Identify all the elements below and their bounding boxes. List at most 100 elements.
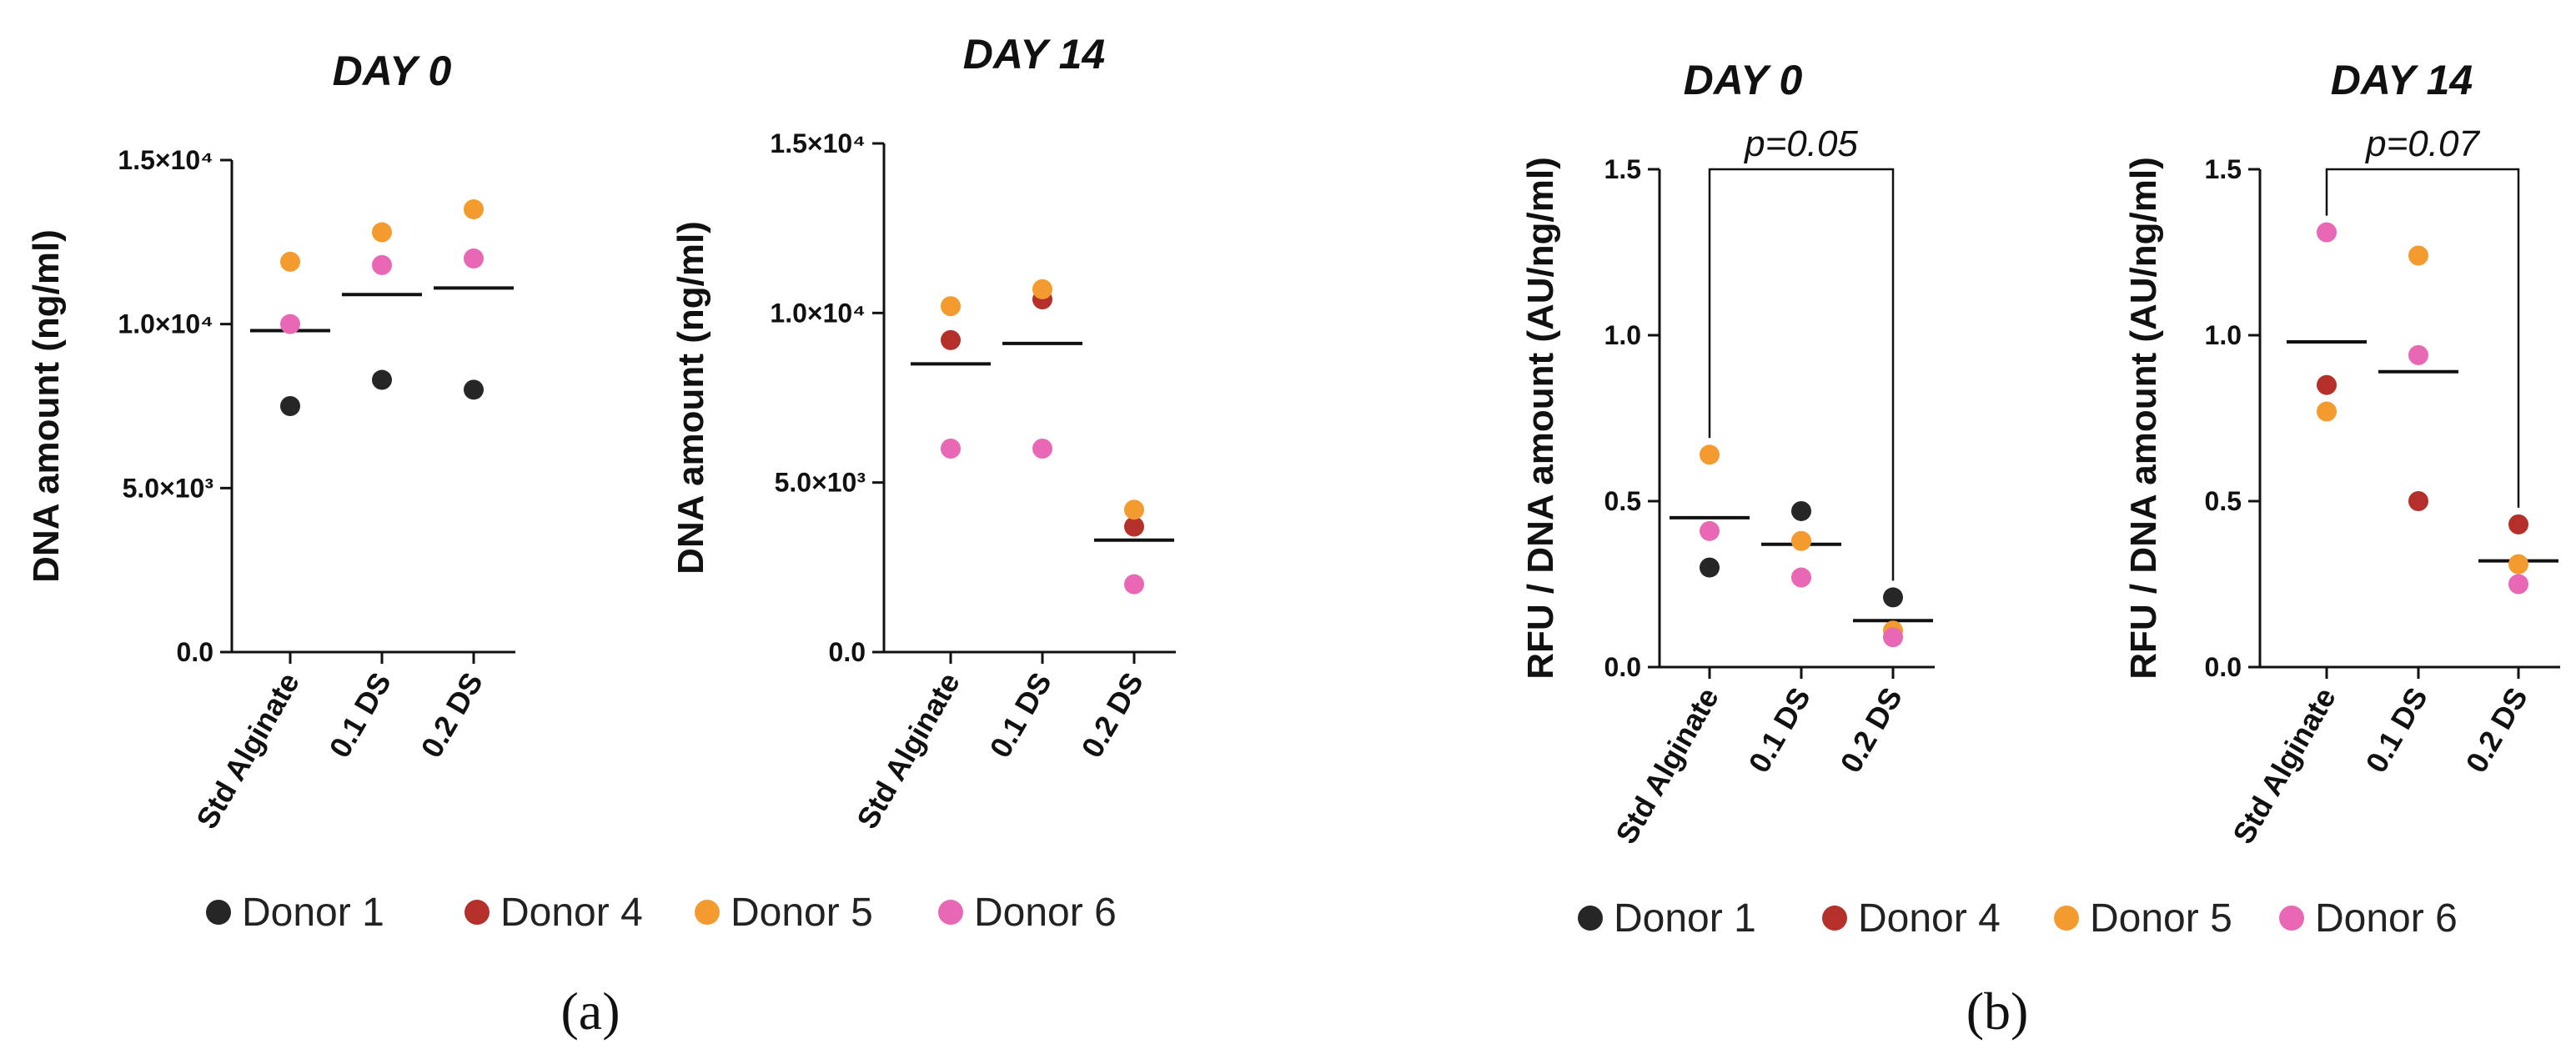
y-axis-label: RFU / DNA amount (AU/ng/ml) (1520, 157, 1561, 680)
chart-title: DAY 0 (1684, 57, 1803, 103)
legend-label: Donor 6 (2315, 896, 2458, 941)
legend-label: Donor 4 (1858, 896, 2001, 941)
x-tick-label: Std Alginate (1609, 682, 1725, 850)
chart-title: DAY 0 (333, 48, 452, 94)
significance-bracket (1708, 168, 1895, 581)
x-tick-label: 0.2 DS (414, 667, 490, 764)
y-tick-label: 1.0×10⁴ (770, 298, 866, 328)
data-point (1791, 530, 1811, 551)
significance-bracket (2325, 168, 2520, 508)
data-point (941, 296, 961, 317)
charts-layer: DAY 0 DNA amount (ng/ml) 0.0 5.0×10³ 1.0×10⁴… (26, 31, 2560, 850)
data-point (1791, 567, 1811, 588)
legend-label: Donor 4 (500, 891, 643, 935)
data-point (280, 314, 300, 334)
data-point (1032, 279, 1052, 299)
x-tick-label: 0.2 DS (2458, 682, 2534, 779)
x-tick-label: 0.1 DS (322, 667, 398, 764)
data-point (1032, 439, 1052, 459)
chart-1: DAY 14 DNA amount (ng/ml) 0.0 5.0×10³ 1.0×10… (670, 31, 1176, 835)
panel-label-a: (a) (560, 981, 620, 1041)
legend-item: Donor 4 (1822, 896, 2001, 941)
data-point (2508, 574, 2528, 595)
data-point (464, 248, 484, 269)
data-point (2508, 554, 2528, 575)
legend-item: Donor 1 (1578, 896, 1756, 941)
y-tick-label: 5.0×10³ (775, 468, 866, 498)
data-point (2317, 374, 2337, 395)
data-point (1700, 557, 1720, 578)
legend-marker (2279, 906, 2304, 931)
chart-2: DAY 0 RFU / DNA amount (AU/ng/ml) 0.0 0.5 1.… (1520, 57, 1935, 850)
y-axis-label: RFU / DNA amount (AU/ng/ml) (2123, 157, 2164, 680)
data-point (1700, 444, 1720, 465)
data-point (941, 439, 961, 459)
legend-marker (206, 900, 231, 925)
data-point (2317, 401, 2337, 422)
x-tick-label: Std Alginate (850, 667, 967, 835)
y-tick-label: 1.0×10⁴ (118, 309, 213, 339)
y-tick-label: 5.0×10³ (123, 473, 213, 503)
panel-label-b: (b) (1966, 981, 2029, 1041)
data-point (280, 251, 300, 272)
y-tick-label: 1.0 (2205, 320, 2242, 350)
x-tick-label: 0.1 DS (1741, 682, 1817, 779)
data-point (464, 199, 484, 219)
data-point (372, 254, 392, 275)
legend-marker (695, 900, 720, 925)
legend-label: Donor 5 (731, 891, 873, 935)
p-value-label: p=0.07 (2364, 123, 2480, 164)
data-point (1124, 574, 1144, 595)
chart-title: DAY 14 (963, 31, 1105, 78)
x-tick-label: 0.2 DS (1833, 682, 1909, 779)
x-tick-label: 0.2 DS (1074, 667, 1150, 764)
p-value-label: p=0.05 (1743, 123, 1858, 164)
legend-marker (2054, 906, 2079, 931)
legend-marker (1822, 906, 1847, 931)
data-point (2408, 245, 2428, 266)
legend-marker (938, 900, 963, 925)
y-tick-label: 1.5 (1604, 154, 1641, 184)
chart-title: DAY 14 (2331, 57, 2473, 103)
y-tick-label: 1.5×10⁴ (770, 128, 866, 158)
chart-0: DAY 0 DNA amount (ng/ml) 0.0 5.0×10³ 1.0×10⁴… (26, 48, 515, 835)
y-tick-label: 0.5 (2205, 486, 2242, 516)
legend-0: Donor 1 Donor 4 Donor 5 Donor 6 (206, 891, 1117, 935)
data-point (372, 222, 392, 243)
data-point (2408, 344, 2428, 365)
data-point (2408, 491, 2428, 511)
data-point (280, 396, 300, 416)
y-tick-label: 1.5×10⁴ (118, 145, 213, 175)
y-tick-label: 1.0 (1604, 320, 1641, 350)
legend-marker (464, 900, 490, 925)
legends-layer: Donor 1 Donor 4 Donor 5 Donor 6 Donor 1 Donor… (206, 891, 2458, 941)
data-point (464, 379, 484, 400)
y-axis-label: DNA amount (ng/ml) (670, 221, 711, 575)
data-point (1124, 499, 1144, 520)
y-axis-label: DNA amount (ng/ml) (26, 229, 67, 583)
y-tick-label: 0.0 (829, 637, 866, 667)
data-point (2508, 514, 2528, 535)
legend-item: Donor 6 (938, 891, 1117, 935)
y-tick-label: 0.0 (177, 637, 213, 667)
y-tick-label: 0.5 (1604, 486, 1641, 516)
legend-label: Donor 5 (2090, 896, 2232, 941)
legend-label: Donor 1 (1614, 896, 1756, 941)
x-tick-label: Std Alginate (2226, 682, 2343, 850)
legend-marker (1578, 906, 1603, 931)
chart-3: DAY 14 RFU / DNA amount (AU/ng/ml) 0.0 0.5 1… (2123, 57, 2560, 850)
legend-1: Donor 1 Donor 4 Donor 5 Donor 6 (1578, 896, 2458, 941)
legend-item: Donor 5 (2054, 896, 2232, 941)
legend-item: Donor 1 (206, 891, 384, 935)
legend-item: Donor 5 (695, 891, 873, 935)
data-point (1700, 520, 1720, 541)
data-point (1124, 516, 1144, 537)
data-point (1791, 500, 1811, 521)
y-tick-label: 1.5 (2205, 154, 2242, 184)
legend-label: Donor 6 (974, 891, 1117, 935)
x-tick-label: Std Alginate (189, 667, 306, 835)
data-point (941, 329, 961, 350)
legend-label: Donor 1 (242, 891, 384, 935)
legend-item: Donor 6 (2279, 896, 2458, 941)
